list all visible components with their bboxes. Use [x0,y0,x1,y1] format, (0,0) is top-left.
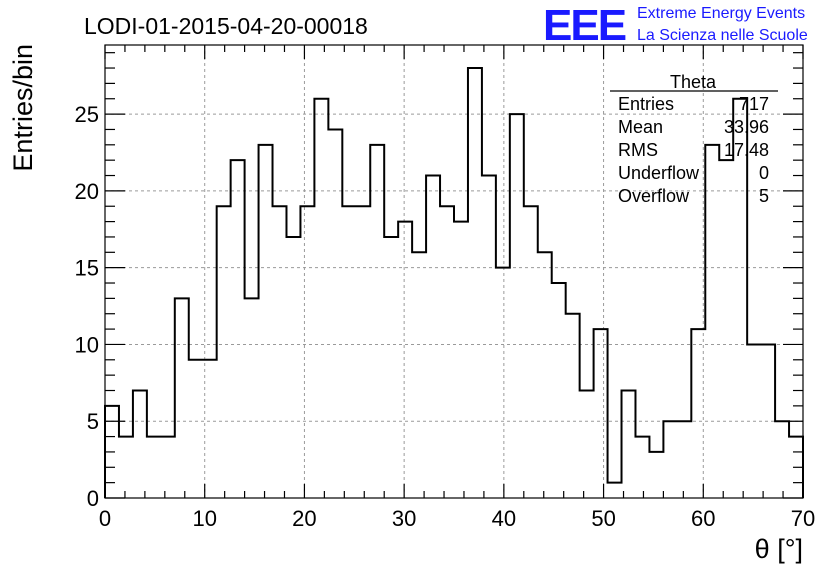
stats-row-label: Mean [618,117,663,137]
histogram-bin [147,437,161,498]
histogram-bin [286,237,300,498]
histogram [104,67,804,498]
stats-rows: Entries 717 Mean 33.96 RMS 17.48 Underflow 0 Ove… [618,94,769,206]
axis-ticks [104,45,804,499]
histogram-bin [398,222,412,498]
histogram-bin [161,437,175,498]
stats-row-label: Overflow [618,186,690,206]
x-tick-label: 50 [591,506,615,531]
histogram-bin [538,252,552,498]
histogram-bin [384,237,398,498]
histogram-bin [175,298,189,498]
x-tick-label: 10 [192,506,216,531]
y-tick-label: 5 [87,409,99,434]
y-tick-label: 20 [75,179,99,204]
histogram-bin [356,206,370,498]
y-tick-label: 0 [87,486,99,511]
x-tick-label: 40 [492,506,516,531]
histogram-bin [635,437,649,498]
histogram-bin [133,391,147,498]
histogram-bin [328,129,342,498]
histogram-bin [217,206,231,498]
logo-line2: La Scienza nelle Scuole [637,27,808,44]
histogram-bin [440,206,454,498]
histogram-bin [524,206,538,498]
histogram-bin [719,160,733,498]
histogram-bin [259,145,273,498]
stats-row-label: Underflow [618,163,700,183]
histogram-bin [314,99,328,498]
stats-row-value: 33.96 [724,117,769,137]
histogram-bin [412,252,426,498]
histogram-bin [594,329,608,498]
stats-row-label: Entries [618,94,674,114]
stats-row-label: RMS [618,140,658,160]
stats-row-value: 717 [739,94,769,114]
x-tick-label: 0 [99,506,111,531]
x-tick-labels: 0 10 20 30 40 50 60 70 [99,506,815,531]
x-tick-label: 60 [691,506,715,531]
histogram-bin [119,437,133,498]
histogram-bin [273,206,287,498]
logo-line1: Extreme Energy Events [637,5,805,22]
histogram-bin [580,391,594,498]
histogram-bin [342,206,356,498]
histogram-bin [775,421,789,498]
grid [105,45,803,498]
histogram-bin [370,145,384,498]
stats-row-value: 0 [759,163,769,183]
stats-title: Theta [670,72,717,92]
histogram-bin [426,176,440,498]
histogram-bin [747,344,761,498]
x-axis-title: θ [°] [755,534,803,564]
histogram-bin [482,176,496,498]
x-tick-label: 30 [392,506,416,531]
stats-box: Theta Entries 717 Mean 33.96 RMS 17.48 Underfl… [610,72,778,206]
logo: EEE Extreme Energy Events La Scienza nel… [543,1,808,50]
histogram-bin [189,360,203,498]
x-tick-label: 70 [791,506,815,531]
histogram-bin [705,145,719,498]
stats-row-value: 17.48 [724,140,769,160]
chart-title: LODI-01-2015-04-20-00018 [84,13,368,39]
y-tick-labels: 0 5 10 15 20 25 [75,102,99,511]
y-axis-title: Entries/bin [8,44,38,172]
histogram-bin [691,329,705,498]
histogram-bin [300,206,314,498]
histogram-bin [203,360,217,498]
x-tick-label: 20 [292,506,316,531]
histogram-bin [663,421,677,498]
histogram-bin [468,68,482,498]
stats-row-value: 5 [759,186,769,206]
histogram-bin [454,222,468,498]
histogram-bin [677,421,691,498]
y-tick-label: 10 [75,332,99,357]
histogram-bin [761,344,775,498]
y-tick-label: 25 [75,102,99,127]
logo-mark: EEE [543,1,626,50]
histogram-bin [622,391,636,498]
histogram-bin [245,298,259,498]
histogram-bin [649,452,663,498]
histogram-bin [566,314,580,498]
plot-frame [104,44,804,499]
histogram-bin [496,268,510,498]
y-tick-label: 15 [75,256,99,281]
histogram-bin [552,283,566,498]
histogram-bin [510,114,524,498]
histogram-bin [608,483,622,498]
histogram-outline [104,67,804,498]
histogram-bin [231,160,245,498]
